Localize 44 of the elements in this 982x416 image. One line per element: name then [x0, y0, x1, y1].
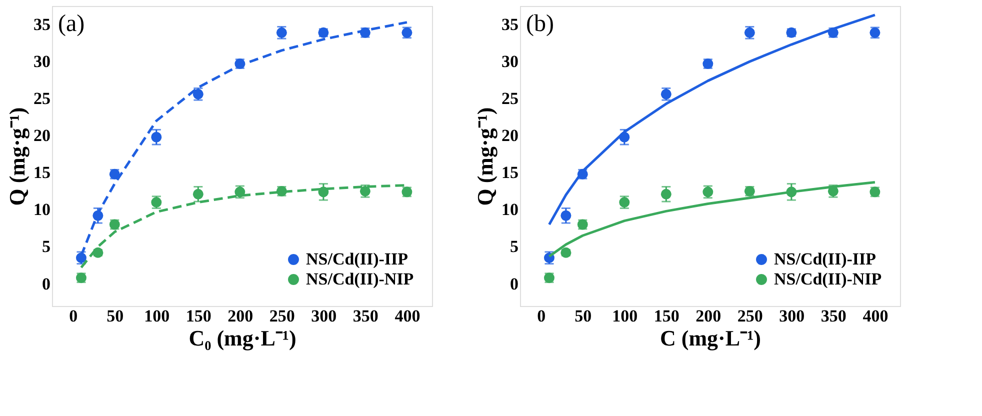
y-tick-label: 10 — [502, 200, 518, 220]
legend-label: NS/Cd(II)-NIP — [306, 270, 414, 288]
x-tick-label: 400 — [394, 306, 420, 326]
x-tick-label: 350 — [820, 306, 846, 326]
x-tick-label: 300 — [311, 306, 337, 326]
y-tick-label: 20 — [502, 126, 518, 146]
y-tick-label: 20 — [34, 126, 50, 146]
y-tick-label: 30 — [34, 52, 50, 72]
y-tick-label: 35 — [502, 15, 518, 34]
y-tick-label: 25 — [34, 89, 50, 108]
x-tick-label: 400 — [862, 306, 888, 326]
x-tick-label: 150 — [654, 306, 680, 326]
x-tick-label: 0 — [537, 306, 546, 326]
y-axis-title: Q (mg·g⁻¹) — [4, 107, 30, 206]
y-tick-label: 30 — [502, 52, 518, 72]
y-tick-label: 35 — [34, 15, 50, 34]
x-tick-label: 50 — [106, 306, 124, 326]
y-axis-title: Q (mg·g⁻¹) — [472, 107, 498, 206]
annotation: (b) — [526, 11, 554, 37]
x-tick-label: 300 — [779, 306, 805, 326]
legend-label: NS/Cd(II)-IIP — [306, 250, 408, 268]
y-tick-label: 15 — [502, 163, 518, 182]
x-tick-label: 100 — [612, 306, 638, 326]
y-tick-label: 5 — [510, 237, 518, 256]
x-tick-label: 200 — [228, 306, 254, 326]
x-tick-label: 150 — [186, 306, 212, 326]
x-axis-title: C (mg·L⁻¹) — [660, 326, 761, 350]
x-tick-label: 0 — [69, 306, 78, 326]
x-tick-label: 200 — [696, 306, 722, 326]
y-tick-label: 10 — [34, 200, 50, 220]
x-tick-label: 250 — [269, 306, 295, 326]
y-tick-label: 25 — [502, 89, 518, 108]
x-tick-label: 250 — [737, 306, 763, 326]
x-axis-title: C₀ (mg·L⁻¹) — [188, 326, 296, 350]
y-tick-label: 5 — [42, 237, 50, 256]
y-tick-label: 15 — [34, 163, 50, 182]
y-tick-label: 0 — [510, 274, 518, 294]
annotation: (a) — [58, 11, 85, 37]
x-tick-label: 50 — [574, 306, 592, 326]
x-tick-label: 350 — [352, 306, 378, 326]
legend-label: NS/Cd(II)-NIP — [774, 270, 882, 288]
y-tick-label: 0 — [42, 274, 50, 294]
legend-label: NS/Cd(II)-IIP — [774, 250, 876, 268]
x-tick-label: 100 — [144, 306, 170, 326]
